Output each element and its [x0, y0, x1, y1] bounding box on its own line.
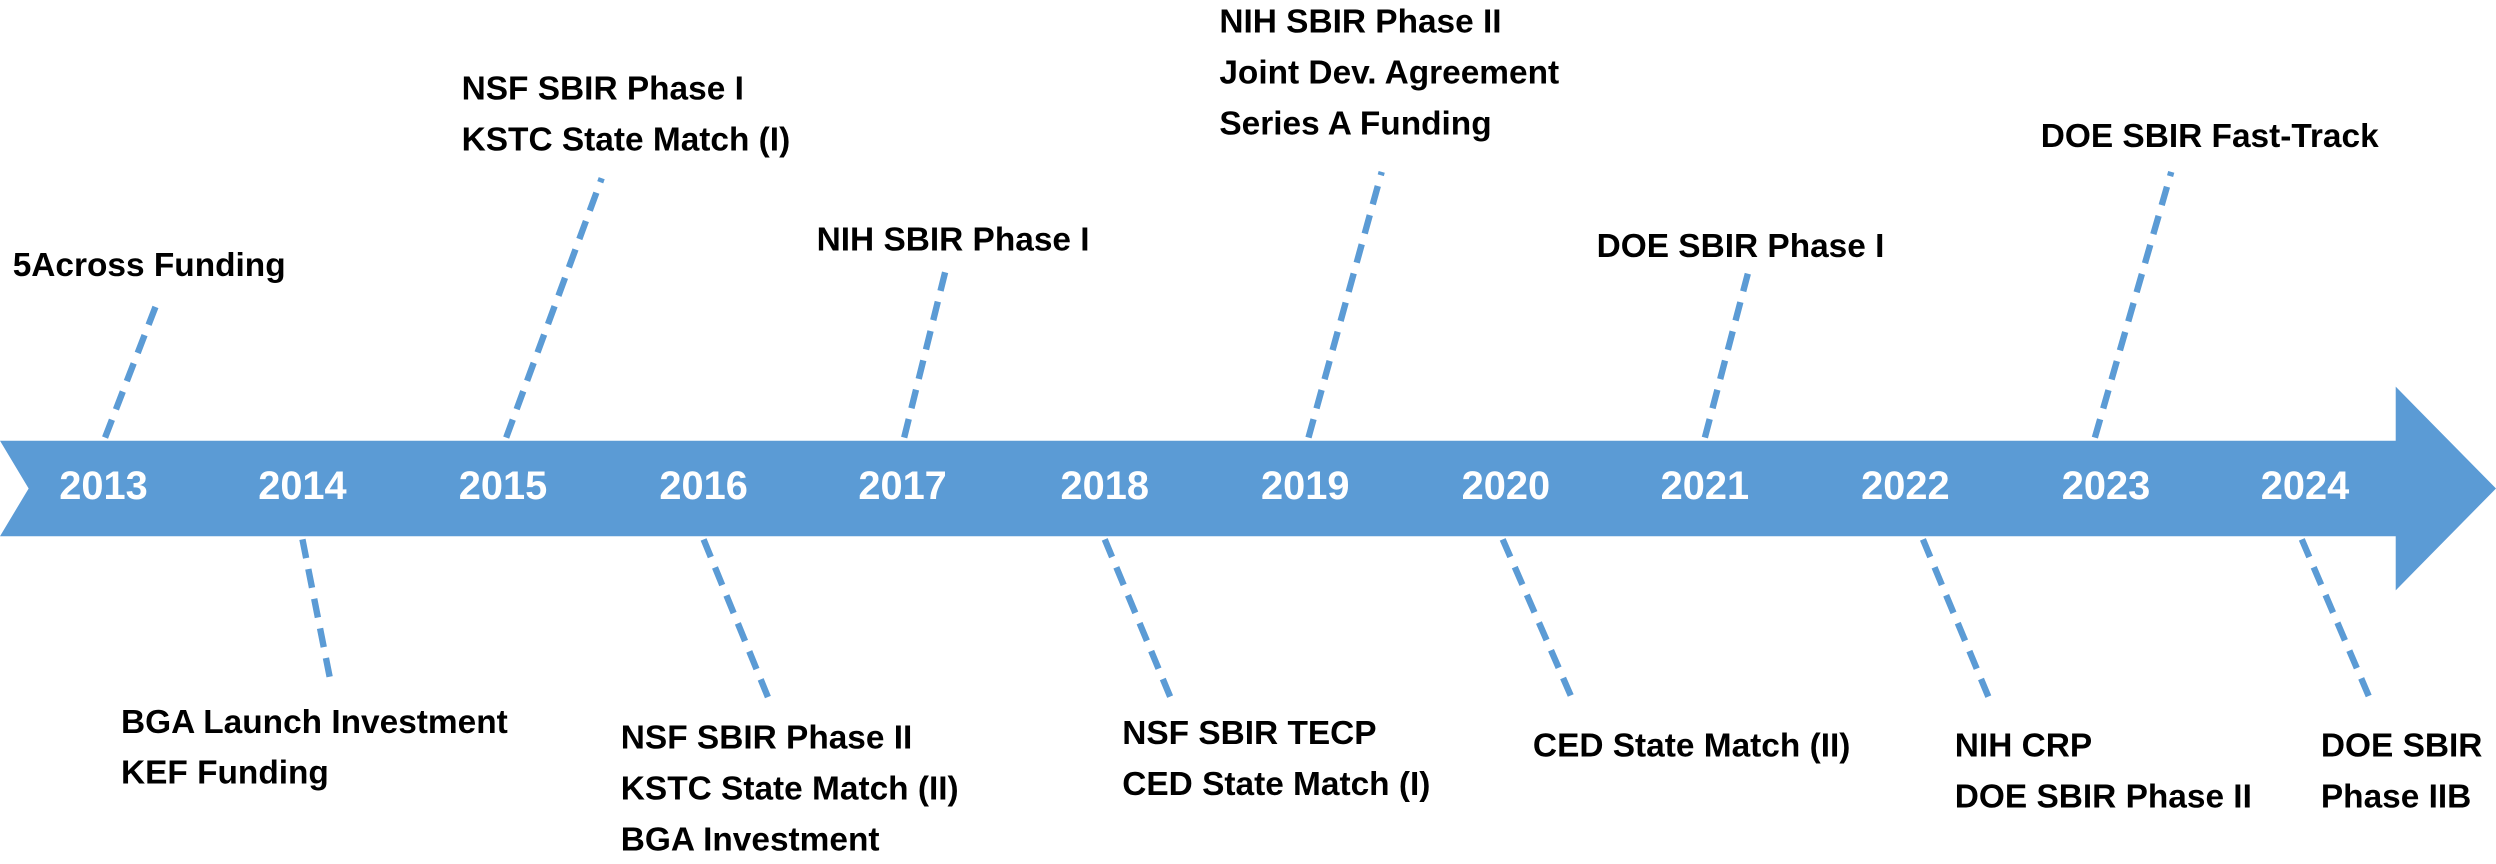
event-label: NIH CRP [1955, 728, 2092, 765]
event-label: Joint Dev. Agreement [1219, 55, 1559, 92]
event-label: CED State Match (II) [1533, 728, 1850, 765]
event-label: 5Across Funding [13, 247, 286, 284]
event-label: DOE SBIR [2321, 728, 2483, 765]
connector [102, 304, 159, 439]
event-label: KSTC State Match (II) [621, 771, 959, 808]
connector [1701, 272, 1751, 439]
connector [1919, 538, 1993, 702]
event-label: Series A Funding [1219, 106, 1491, 143]
event-label: DOE SBIR Fast-Track [2041, 118, 2379, 155]
event-label: NIH SBIR Phase I [817, 222, 1090, 259]
event-label: NSF SBIR Phase I [462, 71, 744, 108]
year-label: 2022 [1861, 464, 1949, 508]
connector [901, 269, 949, 439]
year-label: 2014 [258, 464, 346, 508]
connector [700, 538, 774, 705]
event-label: Phase IIB [2321, 779, 2471, 816]
connector [1101, 538, 1175, 702]
year-label: 2017 [858, 464, 946, 508]
connector [1499, 538, 1576, 702]
connector [1305, 171, 1385, 439]
year-label: 2018 [1060, 464, 1148, 508]
year-label: 2016 [659, 464, 747, 508]
event-label: DOE SBIR Phase I [1597, 228, 1885, 265]
year-label: 2021 [1661, 464, 1749, 508]
event-label: NSF SBIR Phase II [621, 720, 913, 757]
connector [2298, 538, 2375, 705]
event-label: KEF Funding [121, 755, 329, 792]
connector [2091, 170, 2175, 439]
event-label: BGA Investment [621, 822, 880, 859]
year-label: 2024 [2261, 464, 2349, 508]
timeline-arrow [0, 386, 2496, 591]
year-label: 2019 [1261, 464, 1349, 508]
event-label: NIH SBIR Phase II [1219, 4, 1501, 41]
year-label: 2015 [459, 464, 547, 508]
event-label: CED State Match (I) [1122, 766, 1430, 803]
year-label: 2023 [2062, 464, 2150, 508]
year-label: 2020 [1462, 464, 1550, 508]
connector [299, 538, 335, 685]
year-label: 2013 [59, 464, 147, 508]
event-label: BGA Launch Investment [121, 704, 508, 741]
connector [503, 177, 605, 439]
event-label: DOE SBIR Phase II [1955, 779, 2252, 816]
event-label: NSF SBIR TECP [1122, 715, 1376, 752]
event-label: KSTC State Match (I) [462, 121, 791, 158]
